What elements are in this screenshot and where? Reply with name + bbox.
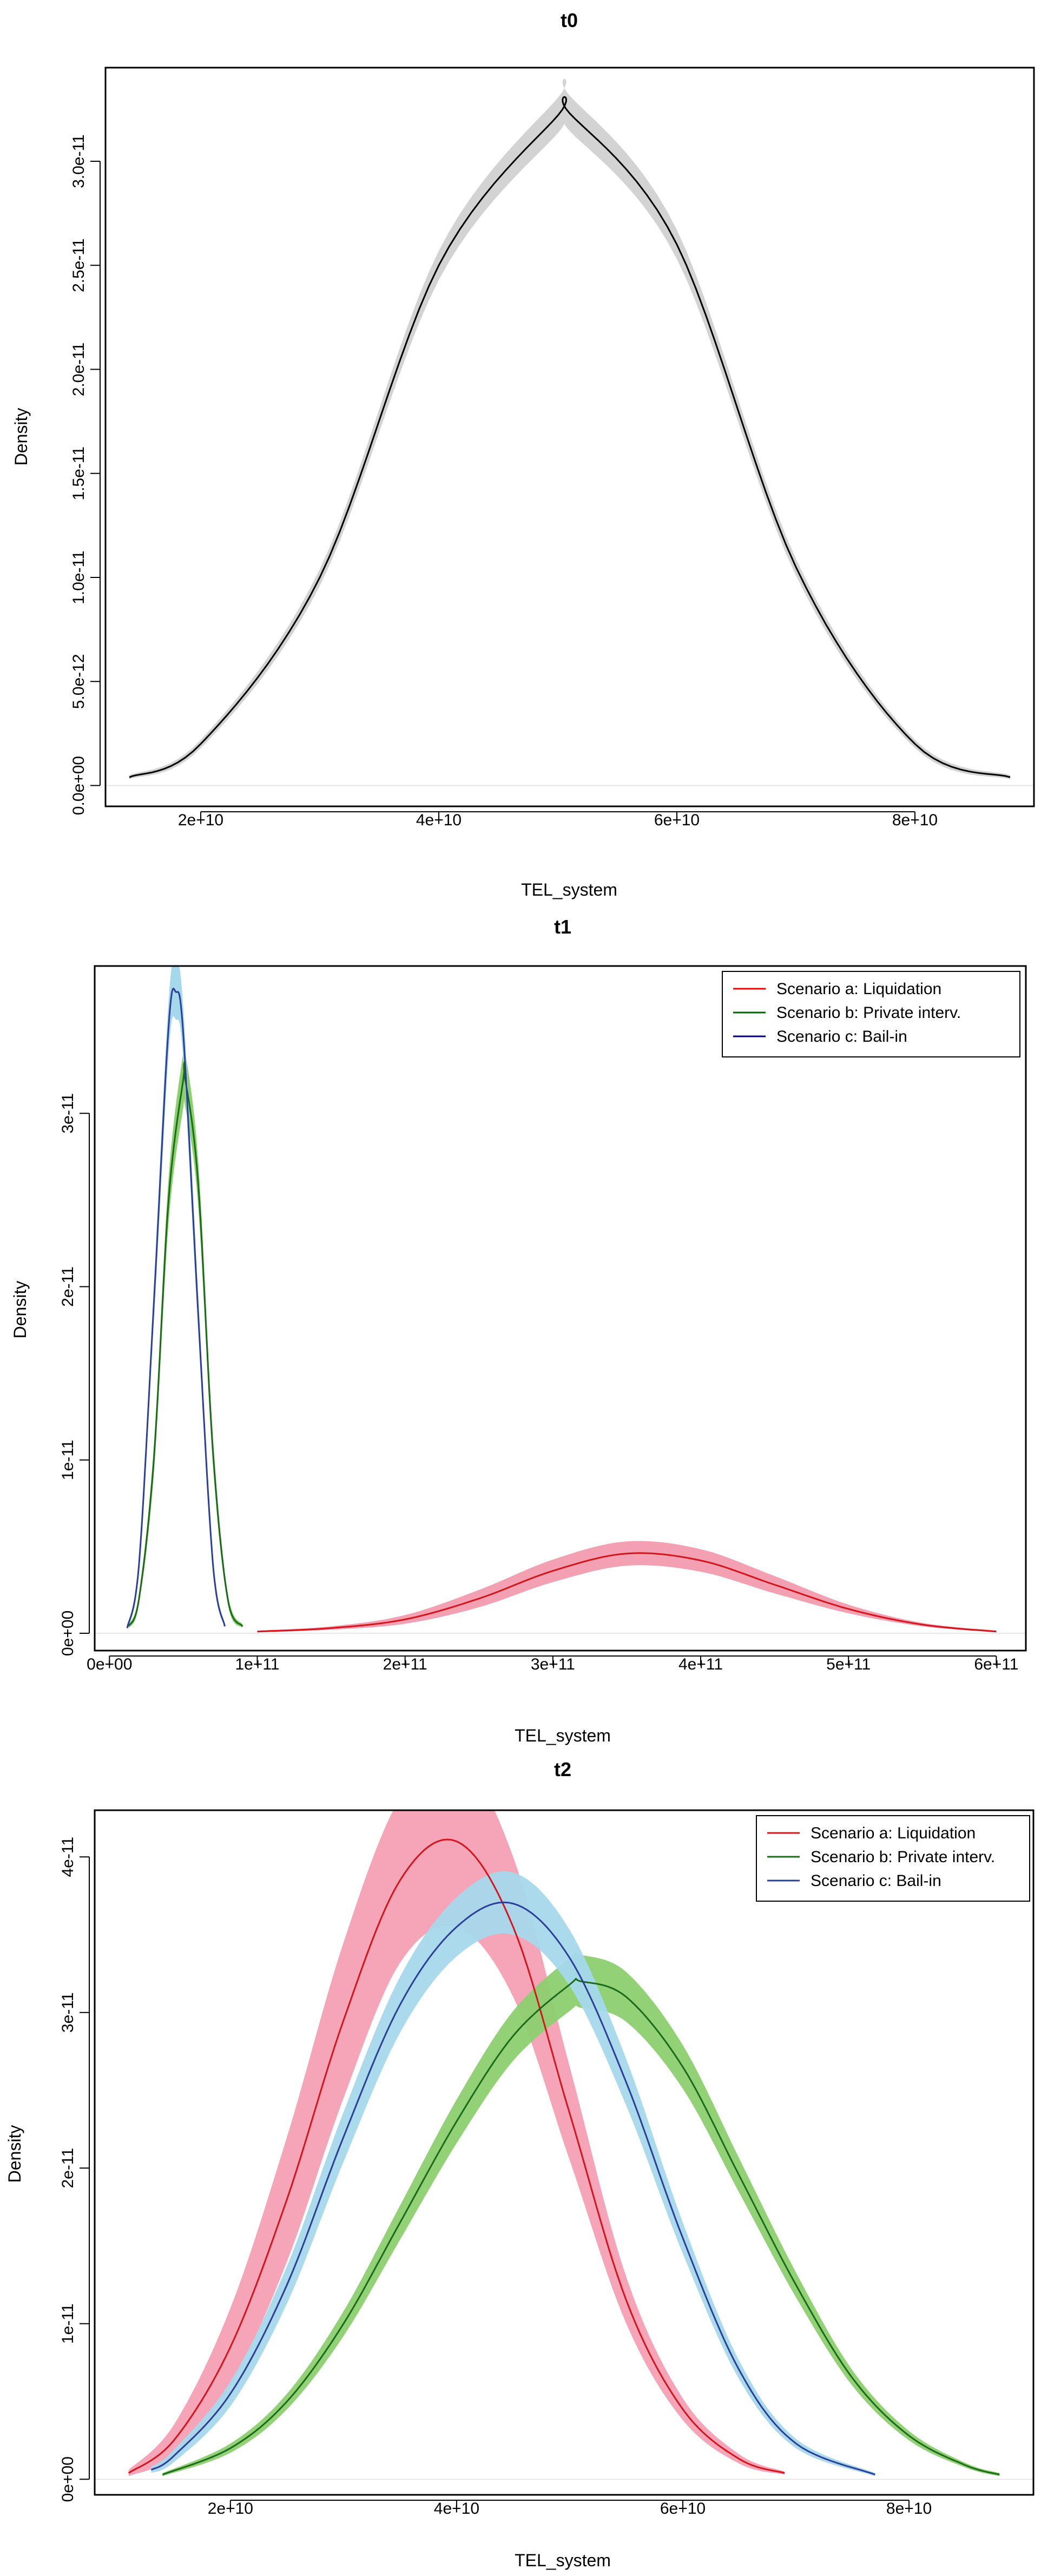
- y-tick-label: 4e-11: [59, 1837, 77, 1877]
- x-tick-label: 8e+10: [886, 2500, 932, 2518]
- x-tick-label: 6e+11: [974, 1655, 1018, 1673]
- panel-t2: t2 2e+10 4e+10 6e+10 8e+10 0e+00 1e-11 2e-11 3…: [5, 1758, 1035, 2570]
- x-axis-label-t0: TEL_system: [521, 880, 617, 899]
- y-tick-label: 2e-11: [59, 2148, 77, 2189]
- legend-box: [756, 1815, 1030, 1902]
- y-tick-label: 3e-11: [59, 1093, 77, 1134]
- x-tick-label: 5e+11: [826, 1655, 871, 1673]
- confidence-band-2: [128, 1035, 243, 1628]
- confidence-band-1: [129, 78, 1010, 780]
- density-line-2: [128, 1061, 243, 1627]
- legend-label: Scenario b: Private interv.: [776, 1004, 961, 1022]
- legend-label: Scenario a: Liquidation: [776, 980, 941, 998]
- panel-t1: t1 0e+00 1e+11 2e+11 3e+11 4e+11 5e+11 6e+11 0…: [10, 916, 1027, 1745]
- density-line-1: [129, 96, 1011, 778]
- x-tick-label: 0e+00: [87, 1655, 132, 1673]
- x-axis-label-t1: TEL_system: [515, 1726, 611, 1745]
- x-axis-t1: 0e+00 1e+11 2e+11 3e+11 4e+11 5e+11 6e+11: [87, 1655, 1018, 1673]
- x-tick-label: 8e+10: [892, 811, 938, 829]
- confidence-band-1: [128, 1810, 785, 2476]
- legend-label: Scenario a: Liquidation: [811, 1824, 976, 1842]
- legend-box: [722, 971, 1020, 1057]
- legend-t2: Scenario a: Liquidation Scenario b: Priva…: [756, 1815, 1030, 1902]
- y-axis-label-t1: Density: [10, 1281, 30, 1339]
- y-tick-label: 0e+00: [59, 2456, 77, 2502]
- x-tick-label: 2e+10: [208, 2500, 253, 2518]
- legend-t1: Scenario a: Liquidation Scenario b: Priva…: [722, 971, 1020, 1057]
- x-tick-label: 3e+11: [531, 1655, 575, 1673]
- plot-area-t2: [95, 1810, 1033, 2480]
- plot-area-t1: [95, 966, 1026, 1634]
- x-axis-t0: 2e+10 4e+10 6e+10 8e+10: [178, 811, 938, 829]
- plot-frame-t2: [94, 1809, 1035, 2496]
- density-line-3: [126, 988, 226, 1628]
- plot-frame-t0: [104, 67, 1035, 807]
- chart-title-t1: t1: [554, 916, 571, 938]
- y-tick-label: 2.5e-11: [70, 239, 88, 293]
- x-axis-label-t2: TEL_system: [515, 2551, 611, 2570]
- y-tick-label: 0.0e+00: [70, 756, 88, 815]
- plot-frame-t1: [94, 965, 1027, 1652]
- legend-label: Scenario b: Private interv.: [811, 1848, 995, 1866]
- chart-title-t0: t0: [561, 9, 578, 31]
- y-axis-label-t2: Density: [5, 2125, 24, 2183]
- x-axis-t2: 2e+10 4e+10 6e+10 8e+10: [208, 2500, 932, 2518]
- density-line-3: [150, 1901, 875, 2476]
- y-tick-label: 2.0e-11: [70, 343, 88, 397]
- y-tick-label: 1e-11: [59, 2303, 77, 2344]
- panel-t0: t0 2e+10 4e+10 6e+10 8e+10 0.0e+00 5.0e-12 1.…: [11, 9, 1035, 899]
- density-line-1: [257, 1552, 997, 1633]
- x-tick-label: 1e+11: [235, 1655, 279, 1673]
- x-tick-label: 4e+10: [434, 2500, 479, 2518]
- x-tick-label: 4e+11: [678, 1655, 723, 1673]
- y-axis-label-t0: Density: [11, 408, 31, 466]
- y-axis-t2: 0e+00 1e-11 2e-11 3e-11 4e-11: [59, 1837, 90, 2502]
- y-axis-t0: 0.0e+00 5.0e-12 1.0e-11 1.5e-11 2.0e-11 2.5e-…: [70, 134, 101, 815]
- x-tick-label: 6e+10: [654, 811, 700, 829]
- legend-label: Scenario c: Bail-in: [811, 1872, 941, 1890]
- y-axis-t1: 0e+00 1e-11 2e-11 3e-11: [59, 1093, 90, 1656]
- chart-title-t2: t2: [554, 1758, 571, 1780]
- plot-area-t0: [106, 78, 1034, 786]
- x-tick-label: 2e+11: [383, 1655, 427, 1673]
- x-tick-label: 4e+10: [416, 811, 462, 829]
- y-tick-label: 1e-11: [59, 1440, 77, 1480]
- y-tick-label: 2e-11: [59, 1266, 77, 1307]
- x-tick-label: 2e+10: [178, 811, 223, 829]
- y-tick-label: 0e+00: [59, 1611, 77, 1656]
- y-tick-label: 1.0e-11: [70, 550, 88, 604]
- y-tick-label: 5.0e-12: [70, 654, 88, 709]
- x-tick-label: 6e+10: [660, 2500, 706, 2518]
- y-tick-label: 1.5e-11: [70, 446, 88, 501]
- y-tick-label: 3.0e-11: [70, 134, 88, 188]
- legend-label: Scenario c: Bail-in: [776, 1028, 907, 1046]
- density-line-1: [128, 1838, 785, 2474]
- y-tick-label: 3e-11: [59, 1992, 77, 2033]
- density-line-2: [162, 1977, 1000, 2476]
